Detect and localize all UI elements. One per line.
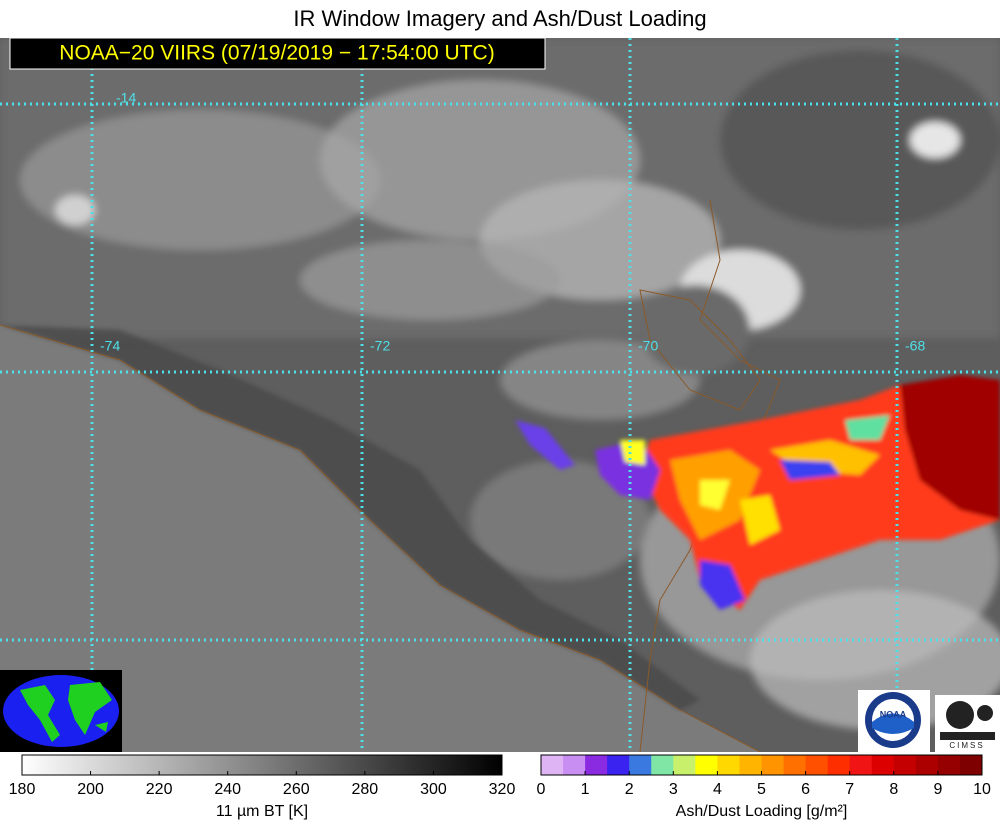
colorbar-segment [673, 755, 696, 775]
grid-label: -68 [905, 338, 925, 354]
tick-label: 2 [625, 781, 634, 798]
coast-range [0, 325, 700, 710]
tick-label: 280 [352, 781, 379, 798]
colorbar-segment [783, 755, 807, 775]
colorbar-label: 11 µm BT [K] [216, 803, 308, 820]
tick-label: 6 [801, 781, 810, 798]
subtitle: NOAA−20 VIIRS (07/19/2019 − 17:54:00 UTC… [59, 42, 494, 65]
colorbar-segment [871, 755, 895, 775]
ocean [0, 325, 760, 752]
colorbar-segment [541, 755, 564, 775]
colorbar-segment [937, 755, 961, 775]
grid-label: -74 [100, 338, 120, 354]
grid-label: -70 [638, 338, 658, 354]
tick-label: 220 [146, 781, 173, 798]
colorbar-segment [563, 755, 586, 775]
grid-label: -72 [370, 338, 390, 354]
coastline [0, 324, 761, 752]
colorbar-segment [585, 755, 608, 775]
ash-plume [515, 375, 1000, 610]
logo-text: CIMSS [949, 741, 984, 750]
tick-label: 4 [713, 781, 722, 798]
colorbar-segment [739, 755, 762, 775]
noaa-logo: NOAA [858, 690, 930, 752]
colorbar-segment [761, 755, 785, 775]
tick-label: 3 [669, 781, 678, 798]
colorbar-segment [607, 755, 630, 775]
tick-label: 0 [537, 781, 546, 798]
tick-label: 200 [77, 781, 104, 798]
grid-label: -14 [116, 90, 136, 106]
tick-label: 300 [420, 781, 447, 798]
graticule [0, 38, 1000, 752]
colorbars: 180 200 220 240 260 280 300 320 11 µm BT [K] 0 1 2 3… [9, 754, 991, 820]
colorbar-fill [22, 755, 502, 775]
tick-label: 1 [581, 781, 590, 798]
subtitle-box [9, 37, 546, 70]
tick-label: 240 [214, 781, 241, 798]
logo-text: NOAA [880, 709, 907, 719]
colorbar-segment [695, 755, 718, 775]
colorbar-label: Ash/Dust Loading [g/m²] [676, 803, 848, 820]
imagery: -14 -74 -72 -70 -68 NOAA CIMSS [0, 38, 1000, 752]
tick-label: 10 [973, 781, 991, 798]
colorbar-segment [893, 755, 917, 775]
title: IR Window Imagery and Ash/Dust Loading [293, 6, 706, 31]
globe-inset [0, 670, 122, 752]
colorbar-segment [827, 755, 851, 775]
colorbar-segment [717, 755, 740, 775]
colorbar-segment [805, 755, 829, 775]
colorbar-segment [959, 755, 983, 775]
tick-label: 7 [845, 781, 854, 798]
cimss-logo: CIMSS [935, 695, 1000, 752]
colorbar-segment [629, 755, 652, 775]
colorbar-segment [915, 755, 939, 775]
tick-label: 5 [757, 781, 766, 798]
colorbar-segment [651, 755, 674, 775]
lake-outline [639, 289, 761, 411]
tick-label: 260 [283, 781, 310, 798]
tick-label: 9 [933, 781, 942, 798]
tick-label: 320 [489, 781, 516, 798]
colorbar-segment [849, 755, 873, 775]
tick-label: 180 [9, 781, 36, 798]
tick-label: 8 [889, 781, 898, 798]
colorbar-frame [21, 754, 503, 776]
